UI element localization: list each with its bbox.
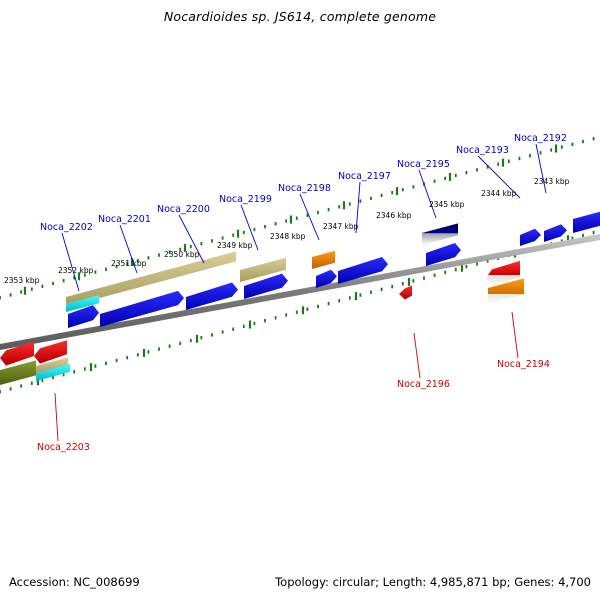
gene-label-forward[interactable]: Noca_2202	[40, 222, 93, 233]
gene-noca-2193[interactable]	[520, 228, 541, 246]
gene-noca-2197[interactable]	[338, 257, 388, 284]
scale-label: 2350 kbp	[164, 250, 200, 259]
major-tick	[566, 235, 570, 244]
gene-label-reverse[interactable]: Noca_2196	[397, 379, 450, 390]
scale-label: 2348 kbp	[270, 232, 306, 241]
gene-cyan-upper[interactable]	[66, 295, 99, 312]
gene-label-forward[interactable]: Noca_2192	[514, 133, 567, 144]
gene-noca-2202[interactable]	[68, 305, 99, 328]
major-tick	[354, 292, 358, 301]
major-tick	[554, 144, 558, 153]
leader-line	[418, 169, 437, 219]
gene-orange-lower[interactable]	[488, 278, 524, 304]
map-title: Nocardioides sp. JS614, complete genome	[163, 9, 437, 24]
gene-noca-2195[interactable]	[426, 243, 461, 266]
gene-label-reverse[interactable]: Noca_2203	[37, 442, 90, 453]
gene-noca-2201[interactable]	[100, 290, 184, 327]
leader-line	[413, 332, 421, 379]
gene-noca-2192[interactable]	[544, 224, 567, 242]
major-tick	[342, 201, 346, 210]
gene-label-forward[interactable]: Noca_2198	[278, 183, 331, 194]
scale-label: 2346 kbp	[376, 211, 412, 220]
major-tick	[289, 215, 293, 224]
major-tick	[448, 172, 452, 181]
gene-khaki-lower[interactable]	[36, 357, 68, 374]
major-tick	[407, 277, 411, 286]
leader-line	[299, 193, 320, 241]
scale-label: 2349 kbp	[217, 241, 253, 250]
major-tick	[236, 229, 240, 238]
major-tick	[395, 187, 399, 196]
gene-olive-left[interactable]	[0, 360, 36, 385]
gene-red-left[interactable]	[0, 341, 34, 366]
accession-text: Accession: NC_008699	[9, 575, 140, 589]
gene-label-forward[interactable]: Noca_2200	[157, 204, 210, 215]
major-tick	[195, 334, 199, 343]
gene-cyan-lower[interactable]	[36, 363, 70, 381]
major-tick	[130, 258, 134, 267]
gene-noca-2199[interactable]	[244, 273, 288, 299]
leader-line	[355, 181, 361, 234]
scale-label: 2343 kbp	[534, 177, 570, 186]
major-tick	[183, 243, 187, 252]
gene-noca-2203[interactable]	[34, 340, 67, 364]
leader-line	[54, 392, 59, 442]
genome-summary-text: Topology: circular; Length: 4,985,871 bp…	[275, 575, 591, 589]
major-tick	[501, 158, 505, 167]
gene-features	[0, 211, 600, 385]
gene-noca-2198[interactable]	[316, 269, 337, 288]
scale-label: 2353 kbp	[4, 276, 40, 285]
scale-label: 2351 kbp	[111, 259, 147, 268]
leader-line	[240, 204, 259, 251]
gene-noca-2200[interactable]	[186, 282, 238, 311]
backbone-line	[0, 234, 600, 350]
major-tick	[248, 320, 252, 329]
major-tick	[301, 306, 305, 315]
leader-line	[119, 224, 138, 274]
scale-label: 2352 kbp	[58, 266, 94, 275]
gene-noca-2194[interactable]	[486, 260, 520, 287]
backbone-strand	[0, 234, 600, 350]
major-tick	[460, 263, 464, 272]
leader-line	[477, 155, 521, 199]
scale-ticks: 2353 kbp 2352 kbp 2351 kbp 2350 kbp 2349 kbp…	[0, 136, 595, 394]
scale-label: 2347 kbp	[323, 222, 359, 231]
leader-line	[511, 311, 519, 359]
leader-line	[535, 143, 547, 194]
gene-label-reverse[interactable]: Noca_2194	[497, 359, 550, 370]
gene-label-forward[interactable]: Noca_2197	[338, 171, 391, 182]
gene-label-forward[interactable]: Noca_2201	[98, 214, 151, 225]
gene-label-forward[interactable]: Noca_2193	[456, 145, 509, 156]
major-tick	[36, 377, 40, 386]
leader-line	[178, 214, 205, 264]
major-tick	[142, 348, 146, 357]
gene-khaki-long[interactable]	[66, 251, 236, 307]
gene-label-forward[interactable]: Noca_2199	[219, 194, 272, 205]
gene-forward-edge[interactable]	[573, 211, 600, 233]
gene-orange-upper[interactable]	[312, 250, 335, 269]
major-tick	[23, 286, 27, 295]
scale-label: 2344 kbp	[481, 189, 517, 198]
gene-navy-selected[interactable]	[422, 223, 458, 245]
gene-label-forward[interactable]: Noca_2195	[397, 159, 450, 170]
upper-tick-row	[0, 136, 595, 300]
feature-labels: Noca_2202 Noca_2201 Noca_2200 Noca_2199 Noca…	[37, 133, 567, 453]
scale-label: 2345 kbp	[429, 200, 465, 209]
major-tick	[89, 363, 93, 372]
major-tick	[77, 272, 81, 281]
gene-noca-2196[interactable]	[399, 285, 412, 300]
gene-khaki-short[interactable]	[240, 257, 286, 282]
leader-line	[61, 232, 80, 292]
